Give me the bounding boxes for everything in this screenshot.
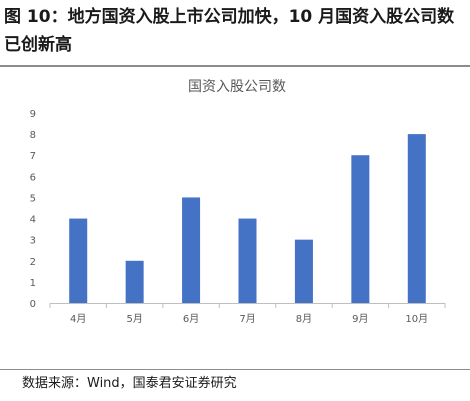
- x-tick-label: 8月: [296, 313, 312, 325]
- y-tick-label: 3: [30, 236, 36, 247]
- x-tick-label: 5月: [126, 313, 142, 325]
- bars: [69, 134, 426, 303]
- chart-title: 国资入股公司数: [188, 79, 286, 95]
- x-tick-label: 10月: [405, 313, 428, 325]
- y-tick-label: 6: [30, 172, 36, 183]
- x-tick-label: 6月: [183, 313, 199, 325]
- bar-chart: 国资入股公司数 0 1 2 3 4 5 6 7 8 9 4月 5月 6月 7月 8月 9月 10月: [30, 79, 446, 325]
- bar-2: [125, 260, 144, 303]
- y-tick-label: 1: [30, 278, 36, 289]
- x-tick-label: 9月: [352, 313, 368, 325]
- figure-title: 图 10：地方国资入股上市公司加快，10 月国资入股公司数已创新高: [4, 7, 455, 55]
- bar-6: [351, 155, 370, 303]
- y-tick-label: 5: [30, 193, 36, 204]
- source-note: 数据来源：Wind，国泰君安证券研究: [22, 376, 237, 391]
- y-tick-label: 8: [30, 130, 36, 141]
- bar-7: [407, 134, 426, 303]
- y-tick-label: 9: [30, 109, 36, 120]
- bottom-divider: [0, 369, 470, 370]
- y-tick-label: 2: [30, 257, 36, 268]
- top-divider: [0, 65, 470, 67]
- x-axis: 4月 5月 6月 7月 8月 9月 10月: [49, 303, 446, 325]
- y-tick-label: 0: [30, 299, 36, 310]
- y-tick-label: 4: [30, 215, 36, 226]
- x-tick-label: 7月: [239, 313, 255, 325]
- y-tick-label: 7: [30, 151, 36, 162]
- y-axis: 0 1 2 3 4 5 6 7 8 9: [30, 109, 36, 310]
- bar-3: [182, 197, 201, 303]
- bar-4: [238, 218, 257, 303]
- bar-5: [294, 239, 313, 303]
- bar-1: [69, 218, 88, 303]
- x-tick-label: 4月: [70, 313, 86, 325]
